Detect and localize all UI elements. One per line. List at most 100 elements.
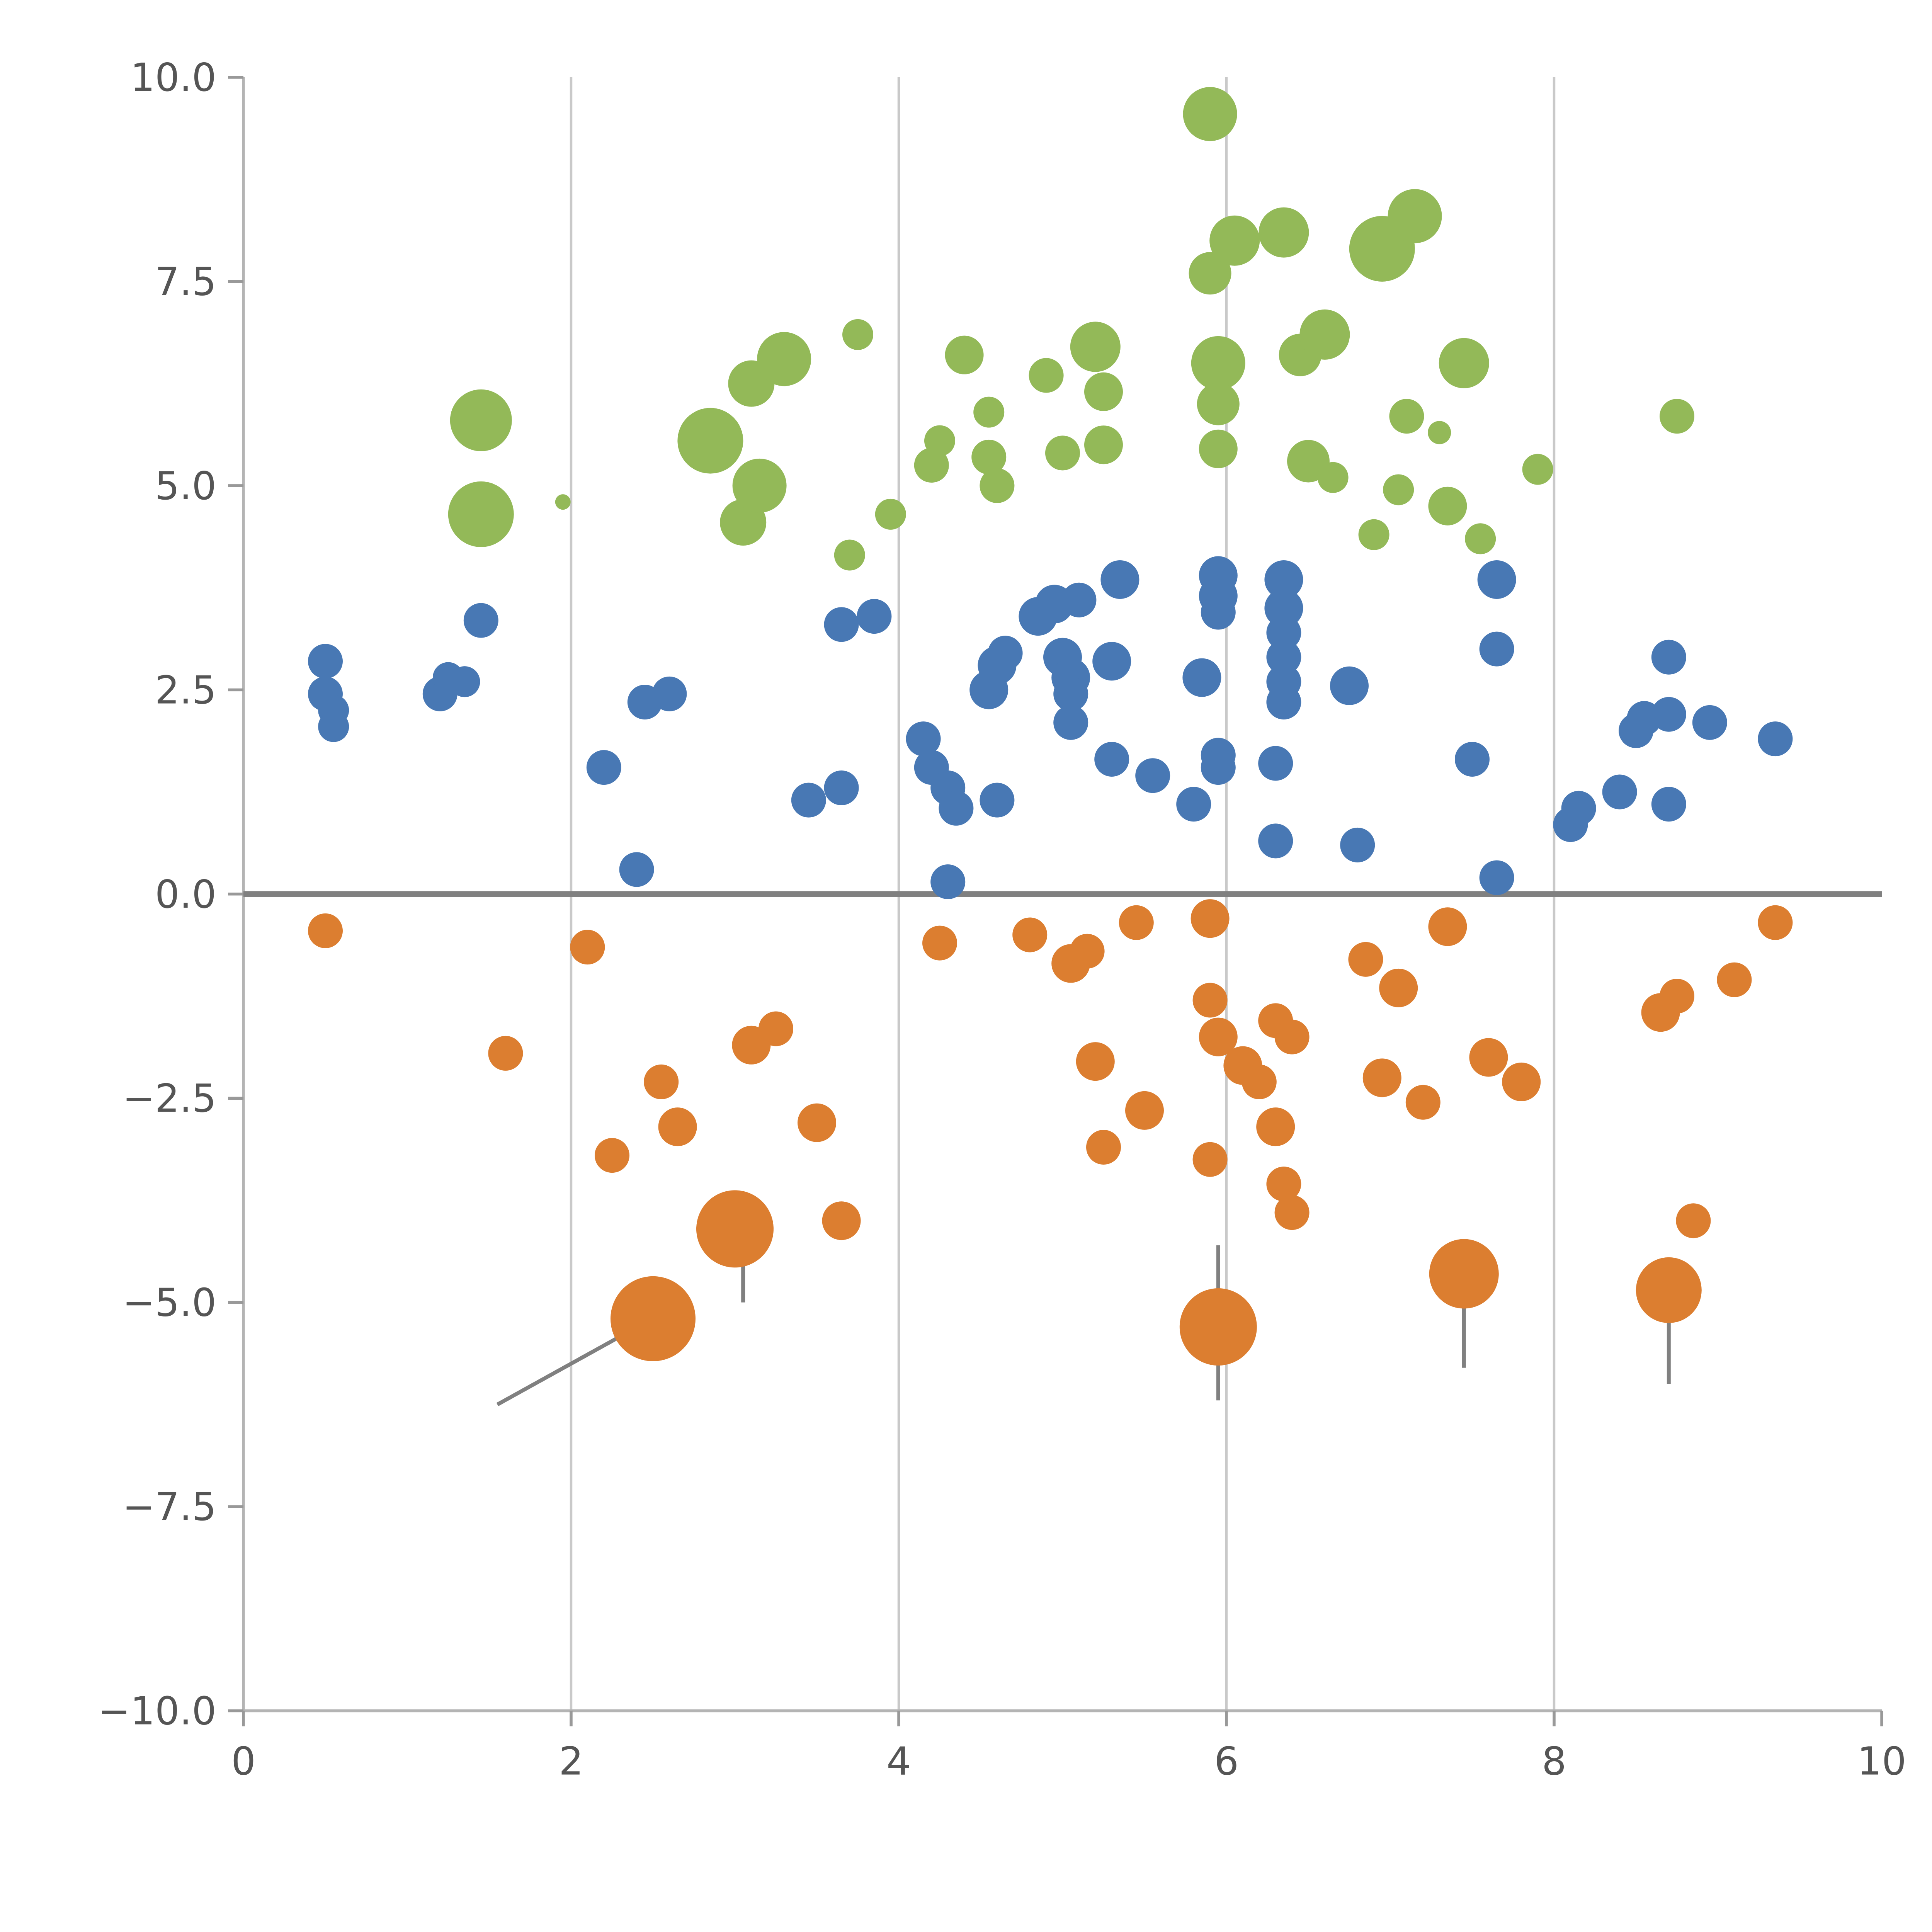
x-tick-label-6: 6 bbox=[1214, 1739, 1239, 1784]
scatter-point-orange-cluster bbox=[1192, 983, 1228, 1018]
scatter-point-green-cluster bbox=[1197, 383, 1240, 425]
scatter-point-blue-cluster bbox=[791, 782, 826, 818]
scatter-point-blue-cluster bbox=[1264, 588, 1303, 628]
scatter-point-green-cluster bbox=[1439, 338, 1489, 388]
tick-labels-layer: 0 2 4 6 8 10 10.0 7.5 5.0 2.5 0.0 −2.5 −5.0 −7.5 −10.0 bbox=[98, 55, 1906, 1784]
scatter-point-green-cluster bbox=[1183, 87, 1237, 141]
scatter-point-blue-cluster bbox=[308, 644, 343, 679]
scatter-point-orange-cluster bbox=[1012, 917, 1048, 952]
scatter-point-orange-cluster bbox=[611, 1276, 696, 1361]
scatter-point-orange-cluster bbox=[1660, 978, 1694, 1014]
scatter-point-orange-cluster bbox=[798, 1103, 836, 1142]
scatter-point-blue-cluster bbox=[1479, 860, 1514, 895]
scatter-point-orange-cluster bbox=[1429, 1239, 1499, 1309]
scatter-point-blue-cluster bbox=[1266, 685, 1301, 720]
scatter-point-green-cluster bbox=[1299, 309, 1350, 360]
scatter-point-green-cluster bbox=[450, 389, 512, 451]
scatter-point-orange-cluster bbox=[1242, 1064, 1277, 1099]
scatter-point-blue-cluster bbox=[1477, 560, 1516, 599]
scatter-point-green-cluster bbox=[1209, 215, 1260, 266]
scatter-point-blue-cluster bbox=[1258, 823, 1293, 859]
scatter-point-green-cluster bbox=[1084, 425, 1123, 464]
scatter-point-orange-cluster bbox=[1676, 1203, 1711, 1238]
scatter-point-blue-cluster bbox=[463, 603, 498, 638]
scatter-point-blue-cluster bbox=[1330, 666, 1369, 705]
scatter-point-green-cluster bbox=[980, 468, 1015, 503]
scatter-point-blue-cluster bbox=[1176, 787, 1211, 822]
scatter-point-green-cluster bbox=[834, 539, 865, 571]
scatter-point-orange-cluster bbox=[1636, 1257, 1702, 1323]
scatter-point-blue-cluster bbox=[857, 599, 892, 634]
scatter-point-green-cluster bbox=[1383, 474, 1414, 505]
scatter-point-orange-cluster bbox=[595, 1138, 629, 1173]
scatter-point-orange-cluster bbox=[1469, 1038, 1508, 1077]
y-tick-label-7.5: 7.5 bbox=[155, 259, 216, 304]
scatter-point-orange-cluster bbox=[570, 930, 605, 965]
scatter-point-blue-cluster bbox=[906, 721, 941, 757]
scatter-point-green-cluster bbox=[1465, 523, 1496, 554]
axes-layer bbox=[228, 76, 1883, 1726]
scatter-point-orange-cluster bbox=[1179, 1288, 1257, 1366]
scatter-point-blue-cluster bbox=[930, 864, 966, 900]
scatter-point-green-cluster bbox=[1358, 519, 1389, 550]
scatter-point-blue-cluster bbox=[586, 750, 621, 785]
scatter-point-blue-cluster bbox=[1561, 791, 1596, 826]
scatter-point-blue-cluster bbox=[980, 782, 1015, 818]
scatter-point-blue-cluster bbox=[449, 666, 480, 697]
scatter-point-orange-cluster bbox=[1125, 1091, 1164, 1130]
scatter-point-blue-cluster bbox=[1201, 595, 1236, 630]
points-layer bbox=[308, 87, 1793, 1366]
scatter-point-green-cluster bbox=[1070, 321, 1121, 372]
scatter-point-orange-cluster bbox=[696, 1190, 774, 1268]
scatter-point-blue-cluster bbox=[988, 636, 1023, 671]
scatter-point-orange-cluster bbox=[1266, 1167, 1301, 1202]
y-tick-label--10: −10.0 bbox=[98, 1689, 216, 1734]
scatter-point-blue-cluster bbox=[1061, 582, 1097, 617]
scatter-point-blue-cluster bbox=[939, 791, 974, 826]
scatter-point-orange-cluster bbox=[1502, 1062, 1541, 1101]
scatter-point-green-cluster bbox=[677, 408, 743, 474]
scatter-point-green-cluster bbox=[945, 335, 984, 374]
scatter-point-blue-cluster bbox=[1651, 697, 1686, 732]
scatter-point-green-cluster bbox=[1428, 421, 1451, 444]
scatter-point-orange-cluster bbox=[1190, 899, 1230, 938]
scatter-point-green-cluster bbox=[555, 494, 571, 510]
scatter-point-blue-cluster bbox=[1092, 642, 1131, 681]
scatter-point-orange-cluster bbox=[1199, 1017, 1238, 1056]
scatter-point-green-cluster bbox=[1029, 358, 1064, 393]
scatter-point-green-cluster bbox=[924, 425, 955, 456]
scatter-point-green-cluster bbox=[1428, 486, 1467, 526]
scatter-point-blue-cluster bbox=[1258, 746, 1293, 781]
x-tick-label-10: 10 bbox=[1857, 1739, 1906, 1784]
scatter-point-green-cluster bbox=[1199, 429, 1238, 468]
scatter-point-orange-cluster bbox=[1348, 942, 1383, 977]
scatter-point-orange-cluster bbox=[488, 1036, 523, 1071]
scatter-point-green-cluster bbox=[757, 332, 811, 386]
scatter-point-orange-cluster bbox=[1192, 1142, 1228, 1177]
scatter-point-blue-cluster bbox=[1053, 705, 1088, 740]
scatter-point-blue-cluster bbox=[1758, 721, 1793, 757]
scatter-point-orange-cluster bbox=[1428, 907, 1467, 946]
scatter-point-blue-cluster bbox=[1182, 658, 1221, 697]
scatter-point-blue-cluster bbox=[1094, 742, 1129, 777]
scatter-point-orange-cluster bbox=[922, 925, 957, 961]
scatter-point-orange-cluster bbox=[1758, 905, 1793, 940]
scatter-point-orange-cluster bbox=[1379, 968, 1418, 1007]
x-tick-label-0: 0 bbox=[231, 1739, 256, 1784]
scatter-point-green-cluster bbox=[1317, 462, 1349, 493]
scatter-point-blue-cluster bbox=[1340, 827, 1375, 862]
y-tick-label--7.5: −7.5 bbox=[122, 1484, 216, 1529]
scatter-point-blue-cluster bbox=[318, 711, 349, 742]
scatter-point-blue-cluster bbox=[1053, 676, 1088, 711]
scatter-point-blue-cluster bbox=[1201, 750, 1236, 785]
scatter-point-blue-cluster bbox=[1266, 639, 1301, 675]
scatter-point-blue-cluster bbox=[1266, 615, 1301, 650]
x-tick-label-2: 2 bbox=[559, 1739, 583, 1784]
scatter-point-blue-cluster bbox=[1135, 758, 1170, 793]
scatter-point-green-cluster bbox=[1189, 252, 1231, 295]
scatter-point-blue-cluster bbox=[824, 770, 859, 805]
y-tick-label--5: −5.0 bbox=[122, 1280, 216, 1325]
scatter-point-orange-cluster bbox=[1717, 962, 1752, 997]
scatter-point-orange-cluster bbox=[644, 1064, 679, 1099]
